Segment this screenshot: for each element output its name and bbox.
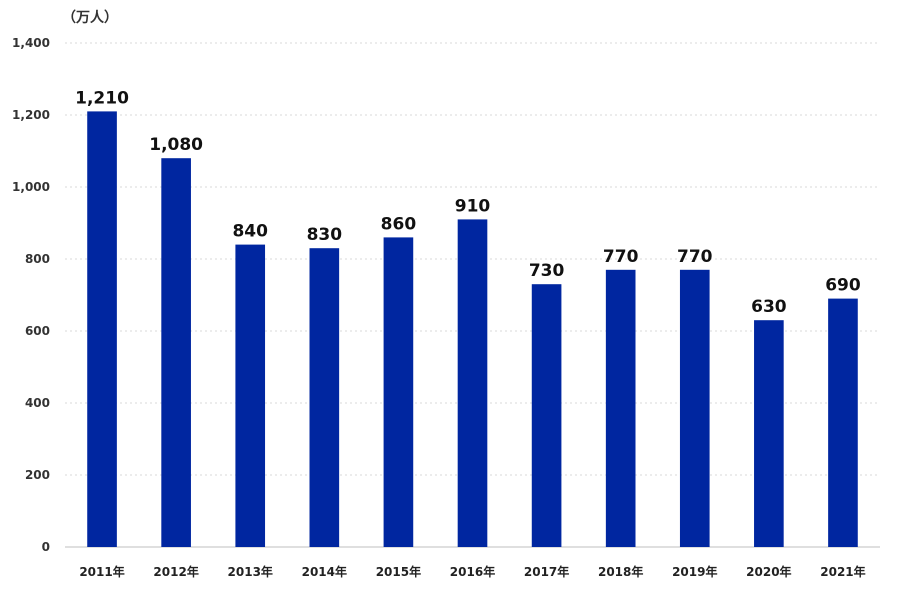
- y-tick-label: 200: [25, 468, 50, 482]
- x-tick-label: 2017年: [524, 564, 569, 579]
- data-label: 840: [232, 222, 268, 242]
- x-tick-label: 2020年: [746, 564, 791, 579]
- y-tick-label: 1,200: [12, 108, 50, 122]
- x-axis-ticks: 2011年 2012年 2013年 2014年 2015年 2016年 2017年 2018年…: [79, 564, 865, 579]
- x-tick-label: 2015年: [376, 564, 421, 579]
- x-tick-label: 2014年: [302, 564, 347, 579]
- data-label: 860: [381, 214, 417, 234]
- bar: [161, 158, 191, 547]
- bar: [679, 269, 710, 547]
- x-tick-label: 2016年: [450, 564, 495, 579]
- bar: [309, 248, 340, 547]
- x-tick-label: 2019年: [672, 564, 717, 579]
- bar: [754, 320, 784, 547]
- data-label: 770: [603, 247, 639, 267]
- x-tick-label: 2011年: [79, 564, 124, 579]
- y-unit-label: （万人）: [62, 9, 118, 26]
- x-tick-label: 2018年: [598, 564, 643, 579]
- x-tick-label: 2012年: [153, 564, 198, 579]
- y-tick-label: 1,000: [12, 180, 50, 194]
- bar: [605, 269, 636, 547]
- data-label: 1,080: [149, 135, 203, 155]
- x-tick-label: 2013年: [228, 564, 273, 579]
- y-tick-label: 0: [42, 540, 50, 554]
- data-label: 630: [751, 297, 787, 317]
- bar: [828, 298, 858, 547]
- bar: [531, 284, 562, 547]
- y-tick-label: 400: [25, 396, 50, 410]
- data-label: 690: [825, 276, 861, 296]
- bar: [457, 219, 488, 547]
- bars: [87, 111, 858, 548]
- data-label: 1,210: [75, 88, 129, 108]
- data-label: 770: [677, 247, 713, 267]
- y-tick-label: 600: [25, 324, 50, 338]
- data-labels: 1,210 1,080 840 830 860 910 730 770 770 630 690: [75, 88, 861, 317]
- bar: [235, 244, 266, 547]
- data-label: 910: [455, 196, 491, 216]
- bar: [87, 111, 117, 548]
- data-label: 730: [529, 261, 565, 281]
- y-tick-label: 800: [25, 252, 50, 266]
- y-tick-label: 1,400: [12, 36, 50, 50]
- x-tick-label: 2021年: [820, 564, 865, 579]
- data-label: 830: [307, 225, 343, 245]
- y-axis-ticks: 0 200 400 600 800 1,000 1,200 1,400: [12, 36, 50, 554]
- gridlines: [65, 42, 880, 476]
- bar: [383, 237, 414, 547]
